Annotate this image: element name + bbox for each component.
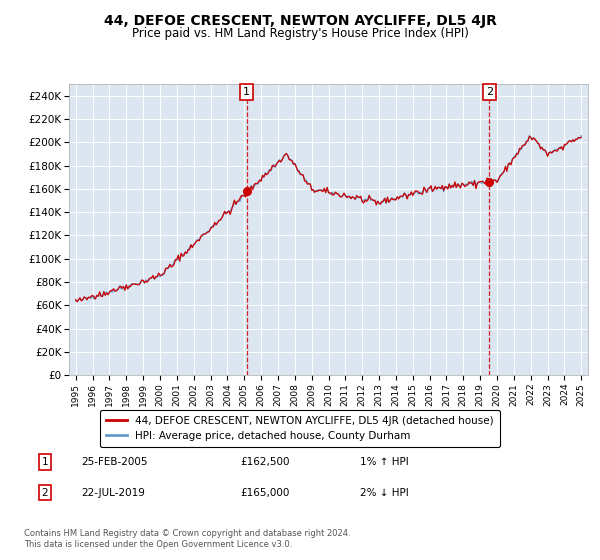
Text: 1% ↑ HPI: 1% ↑ HPI <box>360 457 409 467</box>
Text: 22-JUL-2019: 22-JUL-2019 <box>81 488 145 498</box>
Text: 1: 1 <box>41 457 49 467</box>
Text: 44, DEFOE CRESCENT, NEWTON AYCLIFFE, DL5 4JR: 44, DEFOE CRESCENT, NEWTON AYCLIFFE, DL5… <box>104 14 496 28</box>
Text: Contains HM Land Registry data © Crown copyright and database right 2024.
This d: Contains HM Land Registry data © Crown c… <box>24 529 350 549</box>
Text: 2: 2 <box>486 87 493 97</box>
Legend: 44, DEFOE CRESCENT, NEWTON AYCLIFFE, DL5 4JR (detached house), HPI: Average pric: 44, DEFOE CRESCENT, NEWTON AYCLIFFE, DL5… <box>100 409 500 447</box>
Text: £162,500: £162,500 <box>240 457 290 467</box>
Text: 2: 2 <box>41 488 49 498</box>
Text: 2% ↓ HPI: 2% ↓ HPI <box>360 488 409 498</box>
Text: Price paid vs. HM Land Registry's House Price Index (HPI): Price paid vs. HM Land Registry's House … <box>131 27 469 40</box>
Text: 1: 1 <box>243 87 250 97</box>
Text: 25-FEB-2005: 25-FEB-2005 <box>81 457 148 467</box>
Text: £165,000: £165,000 <box>240 488 289 498</box>
